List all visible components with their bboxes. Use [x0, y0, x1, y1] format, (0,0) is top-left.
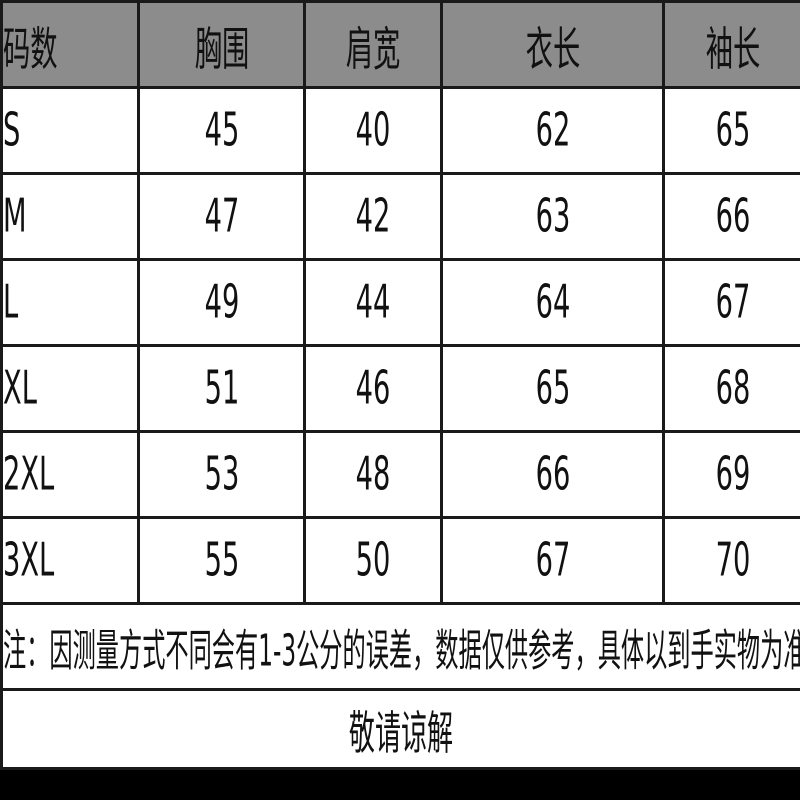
closing-row: 敬请谅解: [0, 688, 800, 770]
header-label: 胸围: [194, 22, 249, 76]
note-text: 注：因测量方式不同会有1-3公分的误差，数据仅供参考，具体以到手实物为准: [3, 625, 800, 677]
size-cell: XL: [0, 344, 140, 433]
header-label: 码数: [3, 22, 58, 76]
cell-text: 3XL: [3, 533, 55, 588]
value-cell: 62: [440, 86, 665, 175]
cell-text: 70: [715, 533, 750, 588]
table-row: S 45 40 62 65: [0, 86, 800, 175]
size-cell: M: [0, 172, 140, 261]
closing-text: 敬请谅解: [349, 705, 454, 760]
header-length: 衣长: [440, 0, 665, 89]
cell-text: 66: [715, 189, 750, 244]
cell-text: L: [3, 275, 19, 330]
cell-text: 45: [204, 103, 239, 158]
value-cell: 65: [662, 86, 800, 175]
cell-text: 67: [715, 275, 750, 330]
cell-text: XL: [3, 361, 37, 416]
header-chest: 胸围: [137, 0, 306, 89]
cell-text: 46: [355, 361, 391, 416]
header-label: 衣长: [525, 22, 580, 76]
cell-text: 40: [355, 103, 391, 158]
cell-text: 2XL: [3, 447, 55, 502]
cell-text: 69: [715, 447, 750, 502]
cell-text: 67: [535, 533, 570, 588]
table-row: L 49 44 64 67: [0, 258, 800, 347]
header-sleeve: 袖长: [662, 0, 800, 89]
value-cell: 55: [137, 516, 306, 605]
cell-text: 63: [535, 189, 570, 244]
value-cell: 63: [440, 172, 665, 261]
cell-text: M: [3, 189, 27, 244]
value-cell: 66: [440, 430, 665, 519]
size-table: 码数 胸围 肩宽 衣长 袖长 S 45 40 62 65 M 47 42 63 66 L 49 44 64…: [0, 0, 800, 770]
closing-cell: 敬请谅解: [0, 688, 800, 770]
header-label: 袖长: [705, 22, 760, 76]
value-cell: 45: [137, 86, 306, 175]
size-cell: S: [0, 86, 140, 175]
value-cell: 69: [662, 430, 800, 519]
value-cell: 65: [440, 344, 665, 433]
note-row: 注：因测量方式不同会有1-3公分的误差，数据仅供参考，具体以到手实物为准: [0, 602, 800, 691]
value-cell: 67: [662, 258, 800, 347]
value-cell: 70: [662, 516, 800, 605]
value-cell: 66: [662, 172, 800, 261]
table-row: M 47 42 63 66: [0, 172, 800, 261]
cell-text: 65: [715, 103, 750, 158]
cell-text: 66: [535, 447, 570, 502]
size-cell: L: [0, 258, 140, 347]
size-cell: 3XL: [0, 516, 140, 605]
table-row: XL 51 46 65 68: [0, 344, 800, 433]
cell-text: 64: [535, 275, 570, 330]
cell-text: 44: [355, 275, 391, 330]
cell-text: 55: [204, 533, 239, 588]
value-cell: 42: [303, 172, 443, 261]
value-cell: 46: [303, 344, 443, 433]
value-cell: 64: [440, 258, 665, 347]
value-cell: 53: [137, 430, 306, 519]
cell-text: 51: [204, 361, 239, 416]
cell-text: 47: [204, 189, 239, 244]
table-row: 2XL 53 48 66 69: [0, 430, 800, 519]
cell-text: 53: [204, 447, 239, 502]
header-row: 码数 胸围 肩宽 衣长 袖长: [0, 0, 800, 89]
cell-text: 65: [535, 361, 570, 416]
note-cell: 注：因测量方式不同会有1-3公分的误差，数据仅供参考，具体以到手实物为准: [0, 602, 800, 691]
value-cell: 50: [303, 516, 443, 605]
header-size: 码数: [0, 0, 140, 89]
value-cell: 51: [137, 344, 306, 433]
cell-text: 50: [355, 533, 391, 588]
value-cell: 47: [137, 172, 306, 261]
cell-text: 48: [355, 447, 391, 502]
value-cell: 67: [440, 516, 665, 605]
value-cell: 44: [303, 258, 443, 347]
header-shoulder: 肩宽: [303, 0, 443, 89]
value-cell: 48: [303, 430, 443, 519]
cell-text: 68: [715, 361, 750, 416]
header-label: 肩宽: [345, 22, 401, 76]
value-cell: 40: [303, 86, 443, 175]
cell-text: S: [3, 103, 21, 158]
size-cell: 2XL: [0, 430, 140, 519]
value-cell: 49: [137, 258, 306, 347]
cell-text: 42: [355, 189, 391, 244]
value-cell: 68: [662, 344, 800, 433]
cell-text: 49: [204, 275, 239, 330]
cell-text: 62: [535, 103, 570, 158]
table-row: 3XL 55 50 67 70: [0, 516, 800, 605]
